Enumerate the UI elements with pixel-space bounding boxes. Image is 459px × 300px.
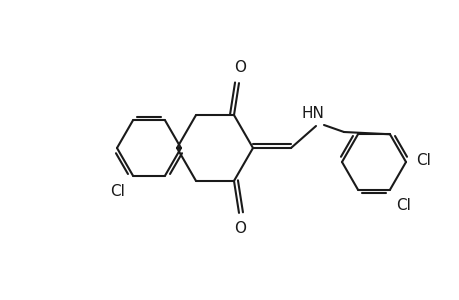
Text: Cl: Cl — [110, 184, 125, 199]
Text: O: O — [234, 60, 246, 75]
Text: Cl: Cl — [415, 152, 430, 167]
Text: Cl: Cl — [395, 198, 410, 213]
Text: HN: HN — [301, 106, 324, 121]
Text: O: O — [234, 221, 246, 236]
